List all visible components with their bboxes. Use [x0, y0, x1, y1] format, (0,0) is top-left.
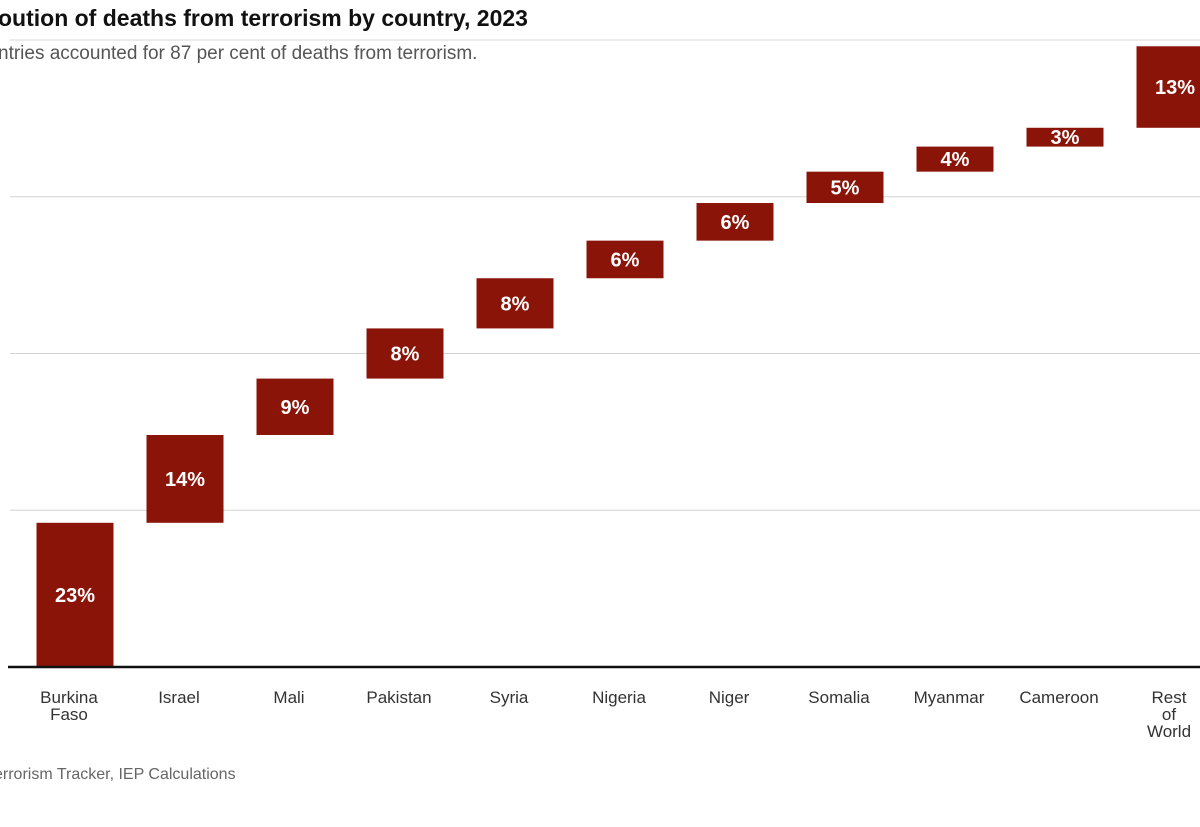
x-tick-label: Niger: [709, 688, 750, 707]
bar-value-label: 13%: [1155, 77, 1195, 99]
bar-syria: [476, 278, 554, 329]
bar-value-label: 8%: [391, 344, 420, 366]
bar-nigeria: [586, 240, 664, 279]
x-tick-label: Somalia: [808, 688, 870, 707]
x-tick-label: Myanmar: [914, 688, 985, 707]
bar-value-label: 3%: [1051, 127, 1080, 149]
x-tick-label: Mali: [273, 688, 304, 707]
bar-niger: [696, 203, 774, 241]
bar-value-label: 6%: [611, 249, 640, 271]
bar-value-label: 4%: [941, 149, 970, 171]
source-note: errorism Tracker, IEP Calculations: [0, 766, 236, 783]
x-tick-label: Cameroon: [1019, 688, 1098, 707]
bar-pakistan: [366, 328, 444, 379]
bar-cameroon: [1026, 127, 1104, 147]
x-tick-label: Rest of World: [1147, 688, 1191, 741]
bar-value-label: 8%: [501, 293, 530, 315]
bar-value-label: 6%: [721, 212, 750, 234]
bar-somalia: [806, 171, 884, 204]
bar-israel: [146, 435, 224, 523]
x-tick-label: Nigeria: [592, 688, 646, 707]
bar-labels: 23% 14% 9% 8% 8% 6% 6% 5% 4% 3% 13%: [55, 77, 1195, 607]
bar-rest-of-world: [1136, 46, 1200, 128]
bar-value-label: 23%: [55, 585, 95, 607]
bars: [36, 46, 1200, 667]
x-tick-label: Pakistan: [366, 688, 431, 707]
chart-title: oution of deaths from terrorism by count…: [0, 5, 528, 31]
bar-burkina-faso: [36, 522, 114, 667]
chart-subtitle: ntries accounted for 87 per cent of deat…: [0, 43, 478, 64]
bar-value-label: 9%: [281, 397, 310, 419]
bar-myanmar: [916, 146, 994, 172]
x-tick-label: Israel: [158, 688, 200, 707]
bar-mali: [256, 378, 334, 436]
x-tick-label: Syria: [490, 688, 529, 707]
bar-value-label: 14%: [165, 469, 205, 491]
x-tick-label: Burkina Faso: [40, 688, 98, 724]
x-tick-labels: Burkina Faso Israel Mali Pakistan Syria Nigeri…: [40, 688, 1191, 741]
bar-value-label: 5%: [831, 177, 860, 199]
